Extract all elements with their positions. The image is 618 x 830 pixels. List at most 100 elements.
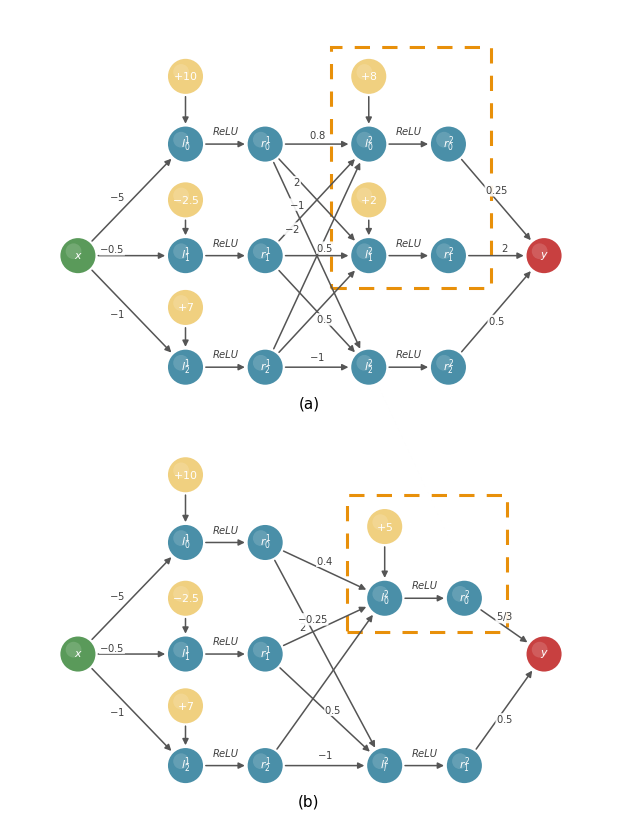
Circle shape (373, 754, 388, 769)
Text: $-2.5$: $-2.5$ (172, 593, 199, 604)
Text: $-1$: $-1$ (309, 351, 325, 363)
Text: $l_l^2$: $l_l^2$ (380, 756, 389, 775)
Circle shape (173, 64, 189, 80)
Circle shape (173, 530, 189, 546)
Text: $-1$: $-1$ (109, 308, 125, 320)
Circle shape (357, 355, 372, 371)
Circle shape (168, 457, 203, 492)
Text: $0.8$: $0.8$ (308, 129, 326, 140)
Text: $+7$: $+7$ (177, 700, 194, 712)
Text: ReLU: ReLU (212, 525, 239, 535)
Text: $2$: $2$ (294, 176, 301, 188)
Circle shape (173, 355, 189, 371)
Text: $-0.25$: $-0.25$ (297, 613, 328, 625)
Text: ReLU: ReLU (212, 637, 239, 647)
Circle shape (431, 126, 466, 162)
Text: $l_2^1$: $l_2^1$ (180, 756, 190, 775)
Circle shape (168, 581, 203, 616)
Circle shape (436, 132, 452, 148)
Text: $l_1^1$: $l_1^1$ (180, 644, 190, 664)
Circle shape (452, 754, 468, 769)
Circle shape (168, 183, 203, 217)
Text: $-5$: $-5$ (109, 192, 125, 203)
Text: $0.5$: $0.5$ (316, 314, 334, 325)
Circle shape (173, 642, 189, 657)
Text: ReLU: ReLU (412, 581, 438, 591)
Text: $l_0^2$: $l_0^2$ (380, 588, 389, 608)
Text: $r_0^1$: $r_0^1$ (260, 533, 271, 552)
Circle shape (173, 132, 189, 148)
Text: $r_2^1$: $r_2^1$ (260, 358, 271, 377)
Circle shape (61, 238, 95, 273)
Circle shape (168, 688, 203, 724)
Circle shape (351, 126, 386, 162)
Circle shape (431, 238, 466, 273)
Circle shape (351, 59, 386, 94)
Circle shape (253, 355, 269, 371)
Circle shape (248, 525, 282, 560)
Text: $x$: $x$ (74, 251, 82, 261)
Text: $-0.5$: $-0.5$ (99, 243, 125, 256)
Text: $+10$: $+10$ (174, 469, 198, 481)
Text: $-1$: $-1$ (317, 749, 333, 761)
Circle shape (253, 132, 269, 148)
Circle shape (452, 586, 468, 602)
Circle shape (357, 243, 372, 259)
Text: (b): (b) (298, 794, 320, 809)
Text: $-2.5$: $-2.5$ (172, 194, 199, 206)
Text: ReLU: ReLU (396, 239, 421, 249)
Text: (a): (a) (298, 396, 320, 411)
Circle shape (173, 694, 189, 710)
Circle shape (248, 748, 282, 784)
Circle shape (66, 642, 82, 657)
Text: ReLU: ReLU (212, 239, 239, 249)
Circle shape (248, 126, 282, 162)
Text: $l_1^2$: $l_1^2$ (364, 246, 374, 266)
Circle shape (531, 243, 548, 259)
Circle shape (253, 530, 269, 546)
Text: $-1$: $-1$ (289, 198, 305, 211)
Text: $-1$: $-1$ (109, 706, 125, 718)
Circle shape (436, 355, 452, 371)
Text: ReLU: ReLU (212, 350, 239, 360)
Text: $2$: $2$ (299, 622, 307, 633)
Circle shape (168, 349, 203, 385)
Circle shape (351, 238, 386, 273)
Circle shape (357, 132, 372, 148)
Text: $5/3$: $5/3$ (496, 610, 513, 623)
Text: $0.4$: $0.4$ (316, 554, 334, 567)
Circle shape (168, 238, 203, 273)
Circle shape (66, 243, 82, 259)
Circle shape (253, 243, 269, 259)
Circle shape (173, 586, 189, 602)
Bar (347, 495, 507, 632)
Circle shape (248, 637, 282, 671)
Text: $-5$: $-5$ (109, 590, 125, 602)
Text: $l_0^2$: $l_0^2$ (364, 134, 374, 154)
Text: $0.5$: $0.5$ (496, 713, 513, 725)
Circle shape (373, 586, 388, 602)
Circle shape (436, 243, 452, 259)
Circle shape (527, 637, 562, 671)
Text: $r_1^2$: $r_1^2$ (459, 756, 470, 775)
Text: $y$: $y$ (540, 648, 548, 660)
Text: $-2$: $-2$ (284, 222, 300, 235)
Circle shape (367, 748, 402, 784)
Text: $x$: $x$ (74, 649, 82, 659)
Text: $+8$: $+8$ (360, 71, 378, 82)
Circle shape (248, 238, 282, 273)
Circle shape (367, 509, 402, 544)
Text: $l_0^1$: $l_0^1$ (180, 533, 190, 552)
Text: $r_2^1$: $r_2^1$ (260, 756, 271, 775)
Text: $0.5$: $0.5$ (324, 704, 341, 715)
Text: $+5$: $+5$ (376, 520, 393, 533)
Circle shape (527, 238, 562, 273)
Text: $r_1^1$: $r_1^1$ (260, 246, 271, 266)
Text: $r_0^2$: $r_0^2$ (443, 134, 454, 154)
Circle shape (373, 515, 388, 530)
Text: $l_1^1$: $l_1^1$ (180, 246, 190, 266)
Text: $2$: $2$ (501, 242, 508, 254)
Circle shape (253, 754, 269, 769)
Circle shape (168, 525, 203, 560)
Circle shape (168, 290, 203, 325)
